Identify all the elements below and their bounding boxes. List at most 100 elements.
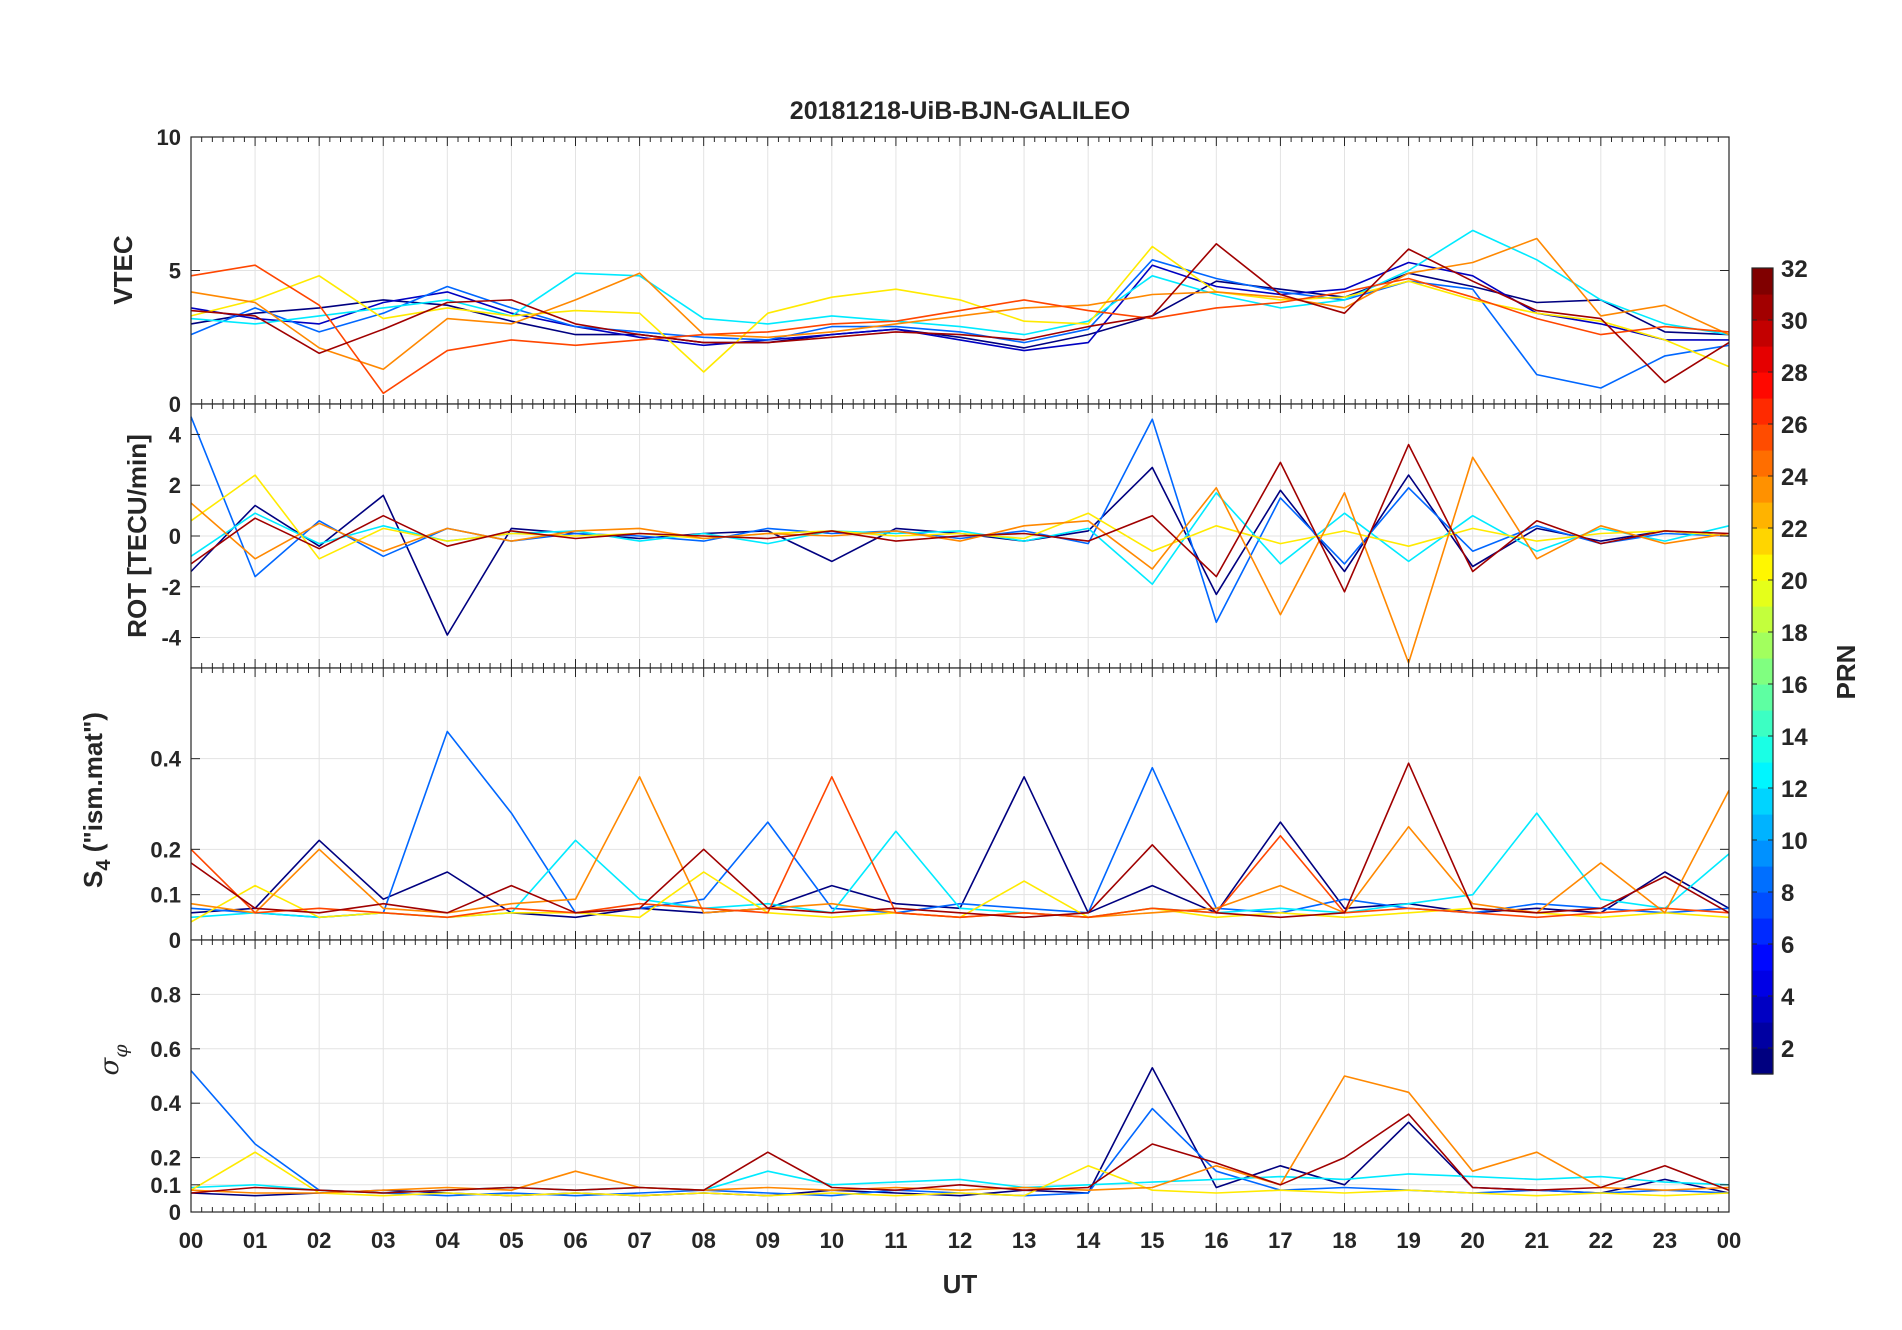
colorbar-segment [1752,944,1773,971]
trace-rot-prn-24 [190,456,1730,664]
colorbar-tick-label: 22 [1781,516,1808,543]
panel-rot: -4 -2 0 2 4 ROT [TECU/min] [122,403,1730,669]
colorbar-segment [1752,1022,1773,1049]
x-tick-label: 16 [1204,1228,1228,1253]
x-tick-label: 00 [179,1228,203,1253]
trace-rot-prn-21 [190,474,1730,560]
colorbar-tick-label: 26 [1781,412,1808,439]
y-tick-label: 0.6 [150,1037,181,1062]
colorbar-segment [1752,1048,1773,1075]
panel-sigma_phi: 00.10.2 0.4 0.6 0.8 σφ [95,939,1730,1225]
colorbar-frame [1751,267,1774,1075]
y-tick-label: 5 [169,259,181,284]
trace-vtec-prn-3 [190,261,1729,352]
x-tick-label: 11 [884,1228,907,1253]
trace-sigma_phi-prn-31 [190,1113,1730,1194]
colorbar-segment [1752,372,1773,399]
y-tick-label: 10 [157,125,181,150]
colorbar-tick-label: 20 [1781,568,1808,595]
chart-title: 20181218-UiB-BJN-GALILEO [790,97,1130,125]
y-tick-label: -2 [161,575,181,600]
colorbar-tick-label: 30 [1781,308,1808,335]
colorbar-segment [1752,476,1773,503]
trace-vtec-prn-31 [190,243,1730,384]
colorbar-tick-label: 6 [1781,932,1794,959]
colorbar-segment [1752,788,1773,815]
trace-vtec-prn-12 [190,229,1730,336]
trace-s4-prn-31 [190,762,1730,919]
colorbar-segment [1752,580,1773,607]
colorbar-segment [1752,632,1773,659]
x-tick-label: 18 [1332,1228,1356,1253]
trace-s4-prn-26 [190,776,1730,919]
y-tick-label: 0.1 [150,883,181,908]
y-tick-label: 2 [169,473,181,498]
x-axis-label: UT [943,1269,978,1299]
y-tick-label: 0.2 [150,837,181,862]
colorbar-segment [1752,554,1773,581]
colorbar-tick-label: 24 [1781,464,1808,491]
colorbar-segment [1752,398,1773,425]
trace-rot-prn-31 [190,443,1730,593]
y-axis-label: S4 ("ism.mat") [78,712,115,888]
trace-vtec-prn-1 [190,272,1730,349]
colorbar-segment [1752,294,1773,321]
colorbar-segment [1752,996,1773,1023]
y-axis-label: ROT [TECU/min] [122,434,152,638]
y-tick-label: 4 [169,422,182,447]
x-tick-label: 00 [1717,1228,1741,1253]
trace-vtec-prn-24 [190,237,1730,371]
colorbar-segment [1752,710,1773,737]
x-tick-label: 04 [435,1228,460,1253]
trace-sigma_phi-prn-24 [190,1075,1730,1194]
trace-vtec-prn-26 [190,264,1730,395]
y-axis-label: σφ [95,1044,132,1076]
colorbar-segment [1752,840,1773,867]
y-tick-label: 0.4 [150,747,181,772]
y-tick-label: -4 [161,626,181,651]
x-tick-label: 19 [1396,1228,1420,1253]
colorbar-tick-label: 2 [1781,1036,1794,1063]
colorbar-segment [1752,762,1773,789]
x-tick-label: 13 [1012,1228,1036,1253]
y-tick-label: 0 [169,1200,181,1225]
x-tick-label: 12 [948,1228,972,1253]
colorbar-segment [1752,346,1773,373]
panel-vtec: 0 5 10 VTEC [108,125,1730,417]
x-tick-labels: 00 01 02 03 04 05 06 07 08 09 10 11 12 13 14 15 16 17 18 19… [179,1228,1741,1253]
y-tick-label: 0 [169,392,181,417]
colorbar-tick-label: 4 [1781,984,1795,1011]
y-tick-label: 0 [169,928,181,953]
y-axis-label: VTEC [108,235,138,305]
y-tick-label: 0.1 [150,1173,181,1198]
trace-vtec-prn-21 [190,245,1730,373]
colorbar-tick-label: 16 [1781,672,1808,699]
x-tick-label: 09 [756,1228,780,1253]
x-tick-label: 03 [371,1228,395,1253]
axes-frame [190,939,1730,1213]
x-tick-label: 08 [691,1228,715,1253]
colorbar-tick-label: 32 [1781,256,1808,283]
colorbar-segment [1752,866,1773,893]
trace-vtec-prn-8 [190,259,1730,389]
colorbar-segment [1752,450,1773,477]
x-tick-label: 14 [1076,1228,1101,1253]
y-tick-label: 0.2 [150,1146,181,1171]
colorbar-tick-label: 18 [1781,620,1808,647]
x-tick-label: 02 [307,1228,331,1253]
colorbar-segment [1752,892,1773,919]
x-tick-label: 10 [820,1228,844,1253]
colorbar-segment [1752,684,1773,711]
colorbar-segment [1752,268,1773,295]
trace-sigma_phi-prn-21 [190,1151,1730,1197]
colorbar-label: PRN [1831,645,1861,700]
x-tick-label: 07 [627,1228,651,1253]
colorbar-segment [1752,918,1773,945]
x-tick-label: 05 [499,1228,523,1253]
colorbar-segment [1752,320,1773,347]
y-tick-label: 0.4 [150,1091,181,1116]
x-tick-label: 22 [1589,1228,1613,1253]
